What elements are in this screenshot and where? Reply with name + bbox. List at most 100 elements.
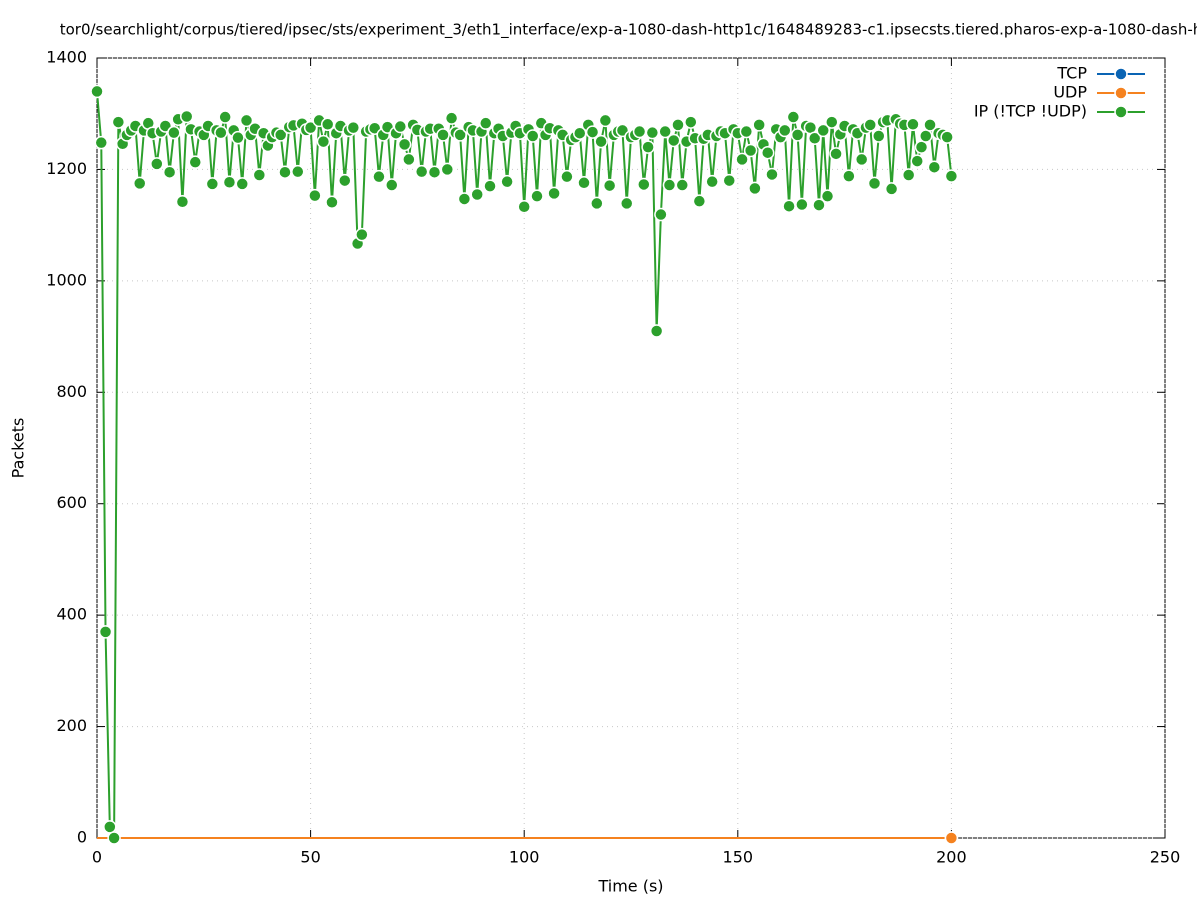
x-axis-label: Time (s) (597, 877, 663, 896)
data-point (303, 120, 318, 135)
data-point (222, 175, 237, 189)
data-point (111, 115, 126, 129)
data-point (470, 187, 484, 202)
data-point (530, 189, 544, 203)
data-point (778, 123, 792, 138)
data-point (235, 177, 249, 191)
legend-label: IP (!TCP !UDP) (974, 102, 1087, 121)
data-point (944, 169, 959, 183)
data-point (393, 119, 408, 134)
data-point (863, 118, 877, 132)
data-point (436, 128, 450, 142)
y-tick-label: 800 (56, 382, 87, 401)
data-point (760, 145, 775, 160)
data-point (252, 168, 267, 182)
data-point (872, 129, 886, 143)
data-point (214, 125, 228, 140)
data-point (397, 137, 412, 152)
data-point (132, 176, 147, 191)
data-point (483, 179, 497, 193)
data-point (906, 117, 920, 132)
y-tick-label: 1000 (46, 270, 87, 289)
x-tick-label: 250 (1150, 848, 1181, 867)
data-point (675, 178, 690, 192)
data-point (585, 125, 600, 139)
data-point (457, 192, 472, 206)
data-point (662, 178, 677, 192)
y-tick-label: 1400 (46, 48, 87, 67)
data-point (782, 199, 796, 213)
x-tick-label: 200 (936, 848, 967, 867)
data-point (705, 174, 719, 189)
data-point (231, 130, 245, 145)
legend-marker (1114, 67, 1128, 81)
data-point (795, 197, 809, 212)
data-point (671, 118, 685, 132)
data-point (179, 109, 194, 124)
data-point (914, 140, 929, 154)
data-point (825, 115, 839, 129)
x-tick-label: 100 (509, 848, 540, 867)
data-point (594, 134, 608, 149)
data-point (812, 198, 826, 212)
data-point (884, 182, 899, 196)
y-tick-label: 200 (56, 716, 87, 735)
data-point (598, 113, 613, 128)
data-point (692, 194, 707, 208)
data-point (735, 152, 749, 167)
x-tick-label: 150 (723, 848, 754, 867)
data-point (854, 152, 869, 167)
data-point (654, 207, 668, 222)
data-point (385, 178, 399, 192)
data-point (103, 820, 117, 834)
data-point (816, 123, 830, 138)
data-point (590, 196, 604, 211)
data-point (107, 831, 121, 845)
data-point (547, 186, 561, 201)
data-point (325, 195, 339, 210)
data-point (346, 120, 361, 135)
data-point (560, 169, 574, 184)
data-point (94, 135, 109, 150)
data-point (577, 176, 591, 190)
data-point (645, 125, 660, 140)
legend-label: TCP (1056, 64, 1087, 83)
data-point (291, 164, 305, 179)
data-point (923, 118, 937, 132)
data-point (98, 625, 113, 639)
data-point (167, 125, 181, 140)
data-point (500, 174, 514, 189)
data-point (320, 117, 335, 132)
data-point (479, 116, 493, 130)
data-point (205, 177, 220, 191)
chart-title: tor0/searchlight/corpus/tiered/ipsec/sts… (60, 21, 1197, 40)
data-point (739, 124, 754, 139)
data-point (150, 157, 164, 171)
data-point (355, 227, 369, 242)
data-point (414, 164, 429, 179)
data-point (239, 113, 254, 128)
data-point (308, 188, 322, 203)
legend-label: UDP (1053, 83, 1087, 102)
data-point (440, 162, 455, 177)
data-point (867, 176, 882, 191)
data-point (748, 181, 762, 196)
data-point (752, 118, 766, 132)
data-point (278, 165, 292, 179)
data-point (820, 189, 835, 203)
data-point (517, 200, 531, 214)
data-point (666, 133, 681, 148)
data-point (829, 147, 843, 161)
data-point (632, 124, 647, 139)
data-point (910, 154, 924, 168)
data-point (572, 126, 587, 140)
data-point (525, 129, 540, 143)
data-point (722, 173, 737, 188)
data-point (175, 194, 190, 209)
x-tick-label: 0 (92, 848, 102, 867)
data-point (641, 140, 655, 154)
y-tick-label: 600 (56, 493, 87, 512)
data-point (940, 130, 954, 144)
y-tick-label: 400 (56, 605, 87, 624)
